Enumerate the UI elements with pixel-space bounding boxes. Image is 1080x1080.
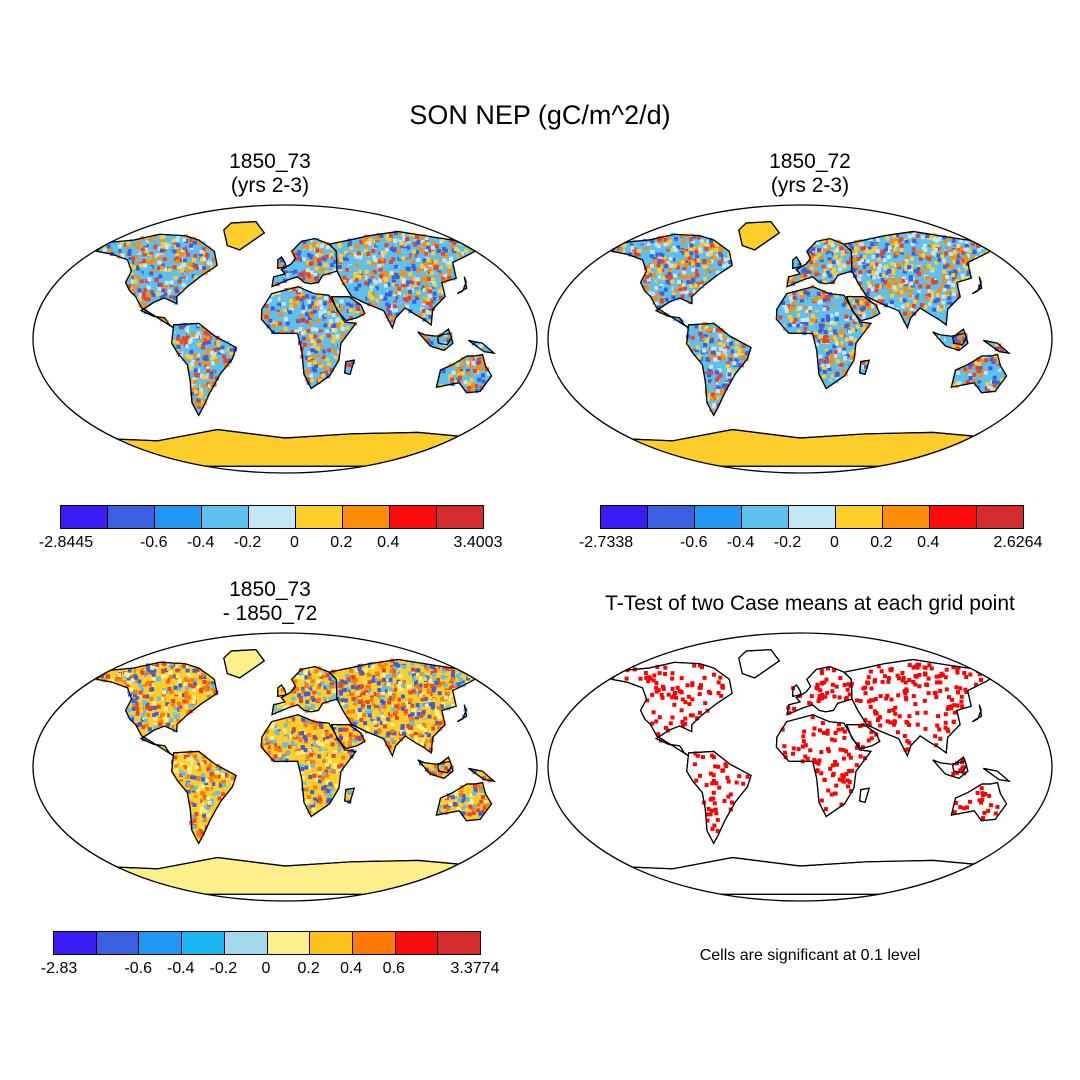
map-panel-4 [547,632,1053,902]
colorbar-tick-label: 0 [289,534,299,551]
colorbar-swatch [296,506,343,528]
grid-cells [617,230,1005,412]
panel-2-title: 1850_72 (yrs 2-3) [690,150,930,198]
colorbar-tick-label: 0 [829,534,839,551]
colorbar-swatch [836,506,883,528]
panel-3-title-line1: 1850_73 [229,578,311,601]
map-panel-2 [547,204,1053,474]
colorbar-swatch [395,932,439,954]
land-greenland [223,648,266,679]
map-panel-1 [32,204,538,474]
colorbar-swatch [352,932,396,954]
colorbar-tick-label: -2.8445 [38,534,94,551]
significance-note: Cells are significant at 0.1 level [699,947,921,964]
colorbar-tick-label: 0.6 [382,960,405,977]
coastlines [604,220,1011,467]
panel-2-title-line2: (yrs 2-3) [770,174,850,197]
panel-1-title-line1: 1850_73 [229,150,311,173]
panel-1-title: 1850_73 (yrs 2-3) [150,150,390,198]
panel-4-title: T-Test of two Case means at each grid po… [605,592,1015,615]
colorbar-tick-label: 2.6264 [993,534,1043,551]
colorbar-swatch [54,932,97,954]
colorbar-tick-label: -0.6 [679,534,708,551]
colorbar-tick-label: -0.2 [209,960,238,977]
figure-title: SON NEP (gC/m^2/d) [409,100,671,130]
land-antarctica [89,428,481,467]
colorbar-tick-label: 3.4003 [453,534,503,551]
panel-3-title-line2: - 1850_72 [222,602,318,625]
colorbar-tick-label: -0.4 [726,534,755,551]
colorbar-swatch [437,506,483,528]
colorbar-swatch [789,506,836,528]
colorbar-tick-label: 0.4 [340,960,363,977]
panel-3-title: 1850_73 - 1850_72 [150,578,390,626]
colorbar-swatch [310,932,353,954]
colorbar-swatch [648,506,695,528]
panel-2-title-line1: 1850_72 [769,150,851,173]
map-panel-3 [32,632,538,902]
colorbar-swatch [977,506,1023,528]
colorbar-tick-label: 0.2 [870,534,893,551]
colorbar-swatch [96,932,140,954]
colorbar-swatch [267,932,311,954]
colorbar-swatch [695,506,742,528]
colorbar-swatch [742,506,789,528]
colorbar-tick-label: 0.2 [297,960,320,977]
colorbar-swatch [155,506,202,528]
panel-1-title-line2: (yrs 2-3) [230,174,310,197]
colorbar-panel-1 [60,505,484,529]
colorbar-panel-3 [53,931,481,955]
colorbar-tick-label: 0.4 [917,534,940,551]
colorbar-swatch [139,932,183,954]
colorbar-swatch [438,932,481,954]
colorbar-swatch [182,932,225,954]
colorbar-tick-label: -0.6 [139,534,168,551]
colorbar-panel-2 [600,505,1024,529]
grid-cells [624,662,1000,834]
coastlines [604,648,1011,895]
colorbar-tick-label: 0.4 [377,534,400,551]
colorbar-tick-label: 0.2 [330,534,353,551]
land-antarctica [89,856,481,895]
coastlines [89,648,496,895]
colorbar-tick-label: -0.4 [167,960,195,977]
grid-cells [95,658,492,842]
coastlines [89,220,496,467]
land-antarctica [604,856,996,895]
colorbar-tick-label: -0.2 [233,534,262,551]
colorbar-swatch [883,506,930,528]
colorbar-swatch [224,932,268,954]
colorbar-swatch [249,506,296,528]
colorbar-swatch [601,506,648,528]
grid-cells [102,230,491,409]
land-antarctica [604,428,996,467]
colorbar-swatch [202,506,249,528]
land-greenland [738,648,781,679]
colorbar-swatch [930,506,977,528]
colorbar-tick-label: 3.3774 [450,960,500,977]
colorbar-swatch [343,506,390,528]
colorbar-tick-label: -0.4 [186,534,215,551]
land-newguinea [983,767,1011,782]
land-greenland [738,220,781,251]
colorbar-swatch [61,506,108,528]
colorbar-swatch [390,506,437,528]
colorbar-tick-label: -2.83 [40,960,78,977]
land-masses [604,648,1011,895]
colorbar-swatch [108,506,155,528]
colorbar-tick-label: -0.2 [773,534,802,551]
colorbar-tick-label: -0.6 [124,960,152,977]
land-greenland [223,220,266,251]
colorbar-tick-label: 0 [261,960,271,977]
colorbar-tick-label: -2.7338 [578,534,634,551]
